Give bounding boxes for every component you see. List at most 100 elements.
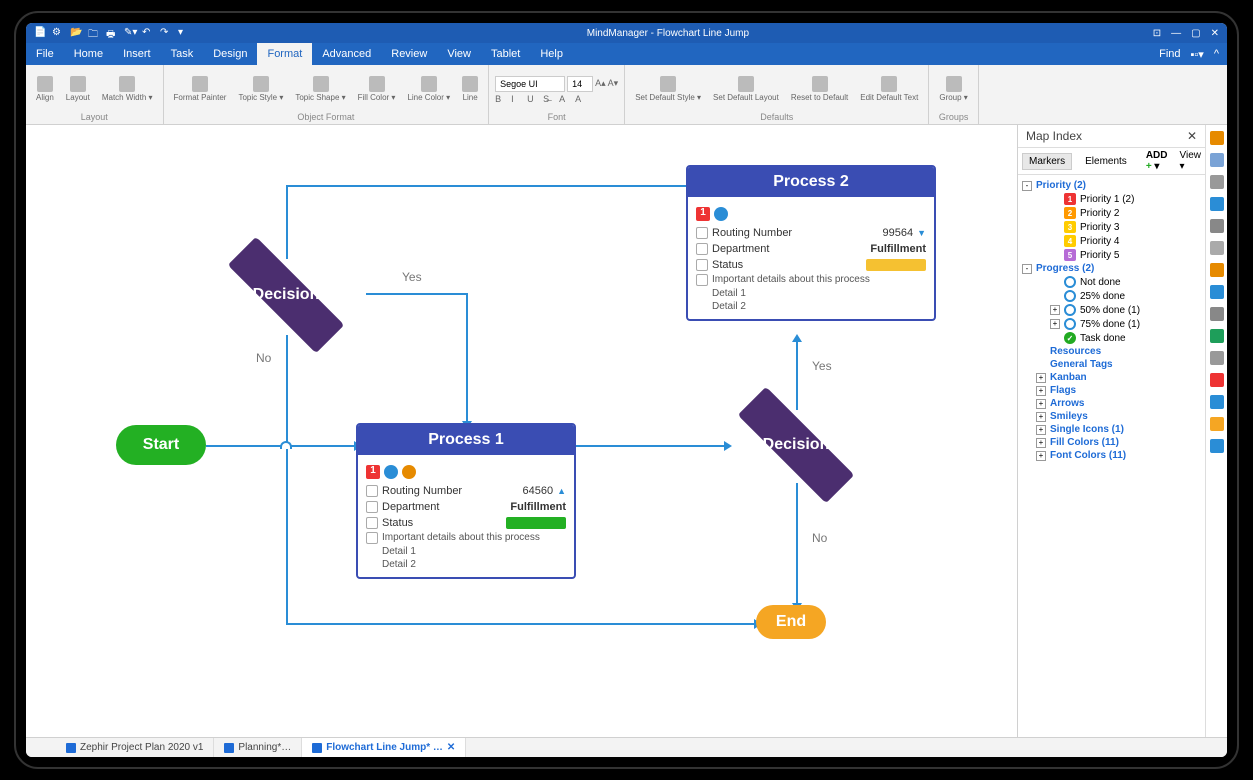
grow-font-icon[interactable]: A▴ — [595, 78, 606, 89]
tree-item[interactable]: 3Priority 3 — [1022, 220, 1201, 234]
ribbon-line-color-button[interactable]: Line Color ▾ — [403, 74, 454, 105]
strip-icon-10[interactable] — [1210, 351, 1224, 365]
menu-home[interactable]: Home — [64, 43, 113, 65]
expand-icon[interactable]: - — [1022, 181, 1032, 191]
view-dropdown[interactable]: View ▾ — [1180, 150, 1202, 172]
close-tab-icon[interactable]: ✕ — [447, 742, 455, 753]
add-button[interactable]: ADD + ▾ — [1146, 150, 1174, 172]
tree-item[interactable]: +50% done (1) — [1022, 303, 1201, 317]
window-close-button[interactable]: ✕ — [1211, 28, 1219, 39]
expand-icon[interactable]: - — [1022, 264, 1032, 274]
font-A-button[interactable]: A — [559, 94, 573, 104]
expand-icon[interactable]: + — [1036, 399, 1046, 409]
ribbon-group-button[interactable]: Group ▾ — [935, 74, 971, 105]
menu-view[interactable]: View — [437, 43, 481, 65]
tree-link[interactable]: +Kanban — [1022, 371, 1201, 384]
tree-item[interactable]: 4Priority 4 — [1022, 234, 1201, 248]
strip-icon-9[interactable] — [1210, 329, 1224, 343]
tree-item[interactable]: Not done — [1022, 275, 1201, 289]
window-maximize-button[interactable]: ▢ — [1191, 28, 1200, 39]
node-decision1[interactable]: Decision — [206, 255, 366, 335]
expand-icon[interactable]: + — [1050, 305, 1060, 315]
ribbon-alignbutton[interactable]: Align — [32, 74, 58, 105]
tree-link[interactable]: General Tags — [1022, 358, 1201, 371]
tree-item[interactable]: ✓Task done — [1022, 331, 1201, 345]
qat-undo-icon[interactable]: ↶ — [142, 27, 154, 39]
font-U-button[interactable]: U — [527, 94, 541, 104]
qat-settings-icon[interactable]: ⚙ — [52, 27, 64, 39]
ribbon-edit-default-textbutton[interactable]: Edit Default Text — [856, 74, 922, 105]
tree-link[interactable]: +Flags — [1022, 384, 1201, 397]
qat-pen-icon[interactable]: ✎▾ — [124, 27, 136, 39]
ribbon-linebutton[interactable]: Line — [458, 74, 482, 105]
node-process2[interactable]: Process 21Routing Number99564▼Department… — [686, 165, 936, 321]
qat-open-icon[interactable]: 📂 — [70, 27, 82, 39]
menu-tablet[interactable]: Tablet — [481, 43, 530, 65]
strip-icon-8[interactable] — [1210, 307, 1224, 321]
tree-link[interactable]: +Single Icons (1) — [1022, 423, 1201, 436]
doc-tab[interactable]: Flowchart Line Jump* …✕ — [302, 738, 466, 757]
menu-review[interactable]: Review — [381, 43, 437, 65]
tree-link[interactable]: +Font Colors (11) — [1022, 449, 1201, 462]
flowchart-canvas[interactable]: YesNoYesNoStartEndDecisionDecisionProces… — [26, 125, 1017, 737]
strip-icon-3[interactable] — [1210, 197, 1224, 211]
ribbon-reset-to-defaultbutton[interactable]: Reset to Default — [787, 74, 852, 105]
ribbon-layoutbutton[interactable]: Layout — [62, 74, 94, 105]
node-end[interactable]: End — [756, 605, 826, 639]
qat-dropdown-icon[interactable]: ▾ — [178, 27, 183, 39]
doc-tab[interactable]: Zephir Project Plan 2020 v1 — [56, 738, 214, 757]
menu-file[interactable]: File — [26, 43, 64, 65]
font-S̶-button[interactable]: S̶ — [543, 94, 557, 104]
strip-icon-5[interactable] — [1210, 241, 1224, 255]
qat-folder-icon[interactable]: 🗀 — [88, 27, 100, 39]
tree-item[interactable]: +75% done (1) — [1022, 317, 1201, 331]
qat-redo-icon[interactable]: ↷ — [160, 27, 172, 39]
window-minimize-button[interactable]: — — [1171, 28, 1181, 39]
ribbon-match-width-button[interactable]: Match Width ▾ — [98, 74, 157, 105]
tree-group[interactable]: Priority (2) — [1036, 180, 1086, 191]
strip-icon-0[interactable] — [1210, 131, 1224, 145]
strip-icon-7[interactable] — [1210, 285, 1224, 299]
tab-elements[interactable]: Elements — [1078, 153, 1134, 170]
ribbon-set-default-layoutbutton[interactable]: Set Default Layout — [709, 74, 783, 105]
tree-link[interactable]: +Arrows — [1022, 397, 1201, 410]
ribbon-options-icon[interactable]: ▪▫▾ — [1191, 48, 1204, 61]
strip-icon-14[interactable] — [1210, 439, 1224, 453]
expand-icon[interactable]: + — [1036, 412, 1046, 422]
qat-print-icon[interactable]: 🖶 — [106, 27, 118, 39]
shrink-font-icon[interactable]: A▾ — [608, 78, 619, 89]
tree-item[interactable]: 25% done — [1022, 289, 1201, 303]
find-menu[interactable]: Find — [1159, 48, 1180, 60]
ribbon-topic-style-button[interactable]: Topic Style ▾ — [234, 74, 287, 105]
tree-item[interactable]: 1Priority 1 (2) — [1022, 192, 1201, 206]
font-name-input[interactable] — [495, 76, 565, 92]
expand-icon[interactable]: + — [1036, 438, 1046, 448]
strip-icon-1[interactable] — [1210, 153, 1224, 167]
node-decision2[interactable]: Decision — [716, 405, 876, 485]
strip-icon-11[interactable] — [1210, 373, 1224, 387]
expand-icon[interactable]: + — [1036, 373, 1046, 383]
ribbon-fill-color-button[interactable]: Fill Color ▾ — [354, 74, 400, 105]
window-help-icon[interactable]: ⊡ — [1153, 28, 1161, 39]
sort-icon[interactable]: ▲ — [557, 486, 566, 496]
qat-save-icon[interactable]: 📄 — [34, 27, 46, 39]
panel-close-icon[interactable]: ✕ — [1187, 129, 1197, 143]
strip-icon-13[interactable] — [1210, 417, 1224, 431]
doc-tab[interactable]: Planning*… — [214, 738, 302, 757]
tree-group[interactable]: Progress (2) — [1036, 263, 1094, 274]
font-I-button[interactable]: I — [511, 94, 525, 104]
collapse-ribbon-icon[interactable]: ^ — [1214, 48, 1219, 60]
tree-link[interactable]: +Smileys — [1022, 410, 1201, 423]
menu-task[interactable]: Task — [161, 43, 204, 65]
ribbon-topic-shape-button[interactable]: Topic Shape ▾ — [291, 74, 349, 105]
expand-icon[interactable]: + — [1036, 386, 1046, 396]
tree-link[interactable]: Resources — [1022, 345, 1201, 358]
strip-icon-12[interactable] — [1210, 395, 1224, 409]
node-process1[interactable]: Process 11Routing Number64560▲Department… — [356, 423, 576, 579]
font-A-button[interactable]: A — [575, 94, 589, 104]
menu-help[interactable]: Help — [530, 43, 573, 65]
ribbon-set-default-style-button[interactable]: Set Default Style ▾ — [631, 74, 705, 105]
strip-icon-6[interactable] — [1210, 263, 1224, 277]
menu-insert[interactable]: Insert — [113, 43, 161, 65]
node-start[interactable]: Start — [116, 425, 206, 465]
